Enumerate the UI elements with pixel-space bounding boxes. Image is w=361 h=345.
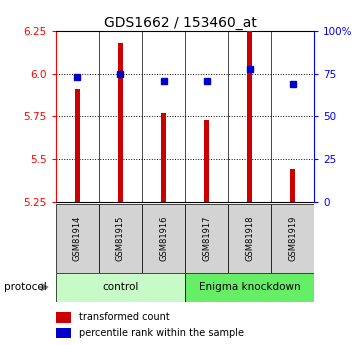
Bar (56, 328, 71, 338)
Bar (185, 273, 314, 302)
Text: Enigma knockdown: Enigma knockdown (199, 282, 300, 292)
Bar (228, 204, 271, 273)
Bar (142, 204, 185, 273)
Bar (118, 43, 123, 202)
Bar (185, 204, 228, 273)
Text: GSM81918: GSM81918 (245, 215, 254, 261)
Bar (161, 113, 166, 202)
Text: protocol: protocol (4, 282, 46, 292)
Bar (99, 204, 142, 273)
Text: control: control (102, 282, 139, 292)
Bar (247, 31, 252, 202)
Bar (56, 312, 71, 323)
Text: GSM81917: GSM81917 (202, 215, 211, 261)
Text: GSM81914: GSM81914 (73, 215, 82, 261)
Text: GDS1662 / 153460_at: GDS1662 / 153460_at (104, 16, 257, 30)
Bar (204, 120, 209, 202)
Bar (271, 204, 314, 273)
Text: percentile rank within the sample: percentile rank within the sample (79, 328, 244, 338)
Text: transformed count: transformed count (79, 313, 170, 322)
Bar (290, 169, 295, 202)
Text: GSM81915: GSM81915 (116, 215, 125, 261)
Text: GSM81919: GSM81919 (288, 215, 297, 261)
Bar (56, 273, 185, 302)
Bar (75, 89, 80, 202)
Bar (56, 204, 99, 273)
Text: GSM81916: GSM81916 (159, 215, 168, 261)
